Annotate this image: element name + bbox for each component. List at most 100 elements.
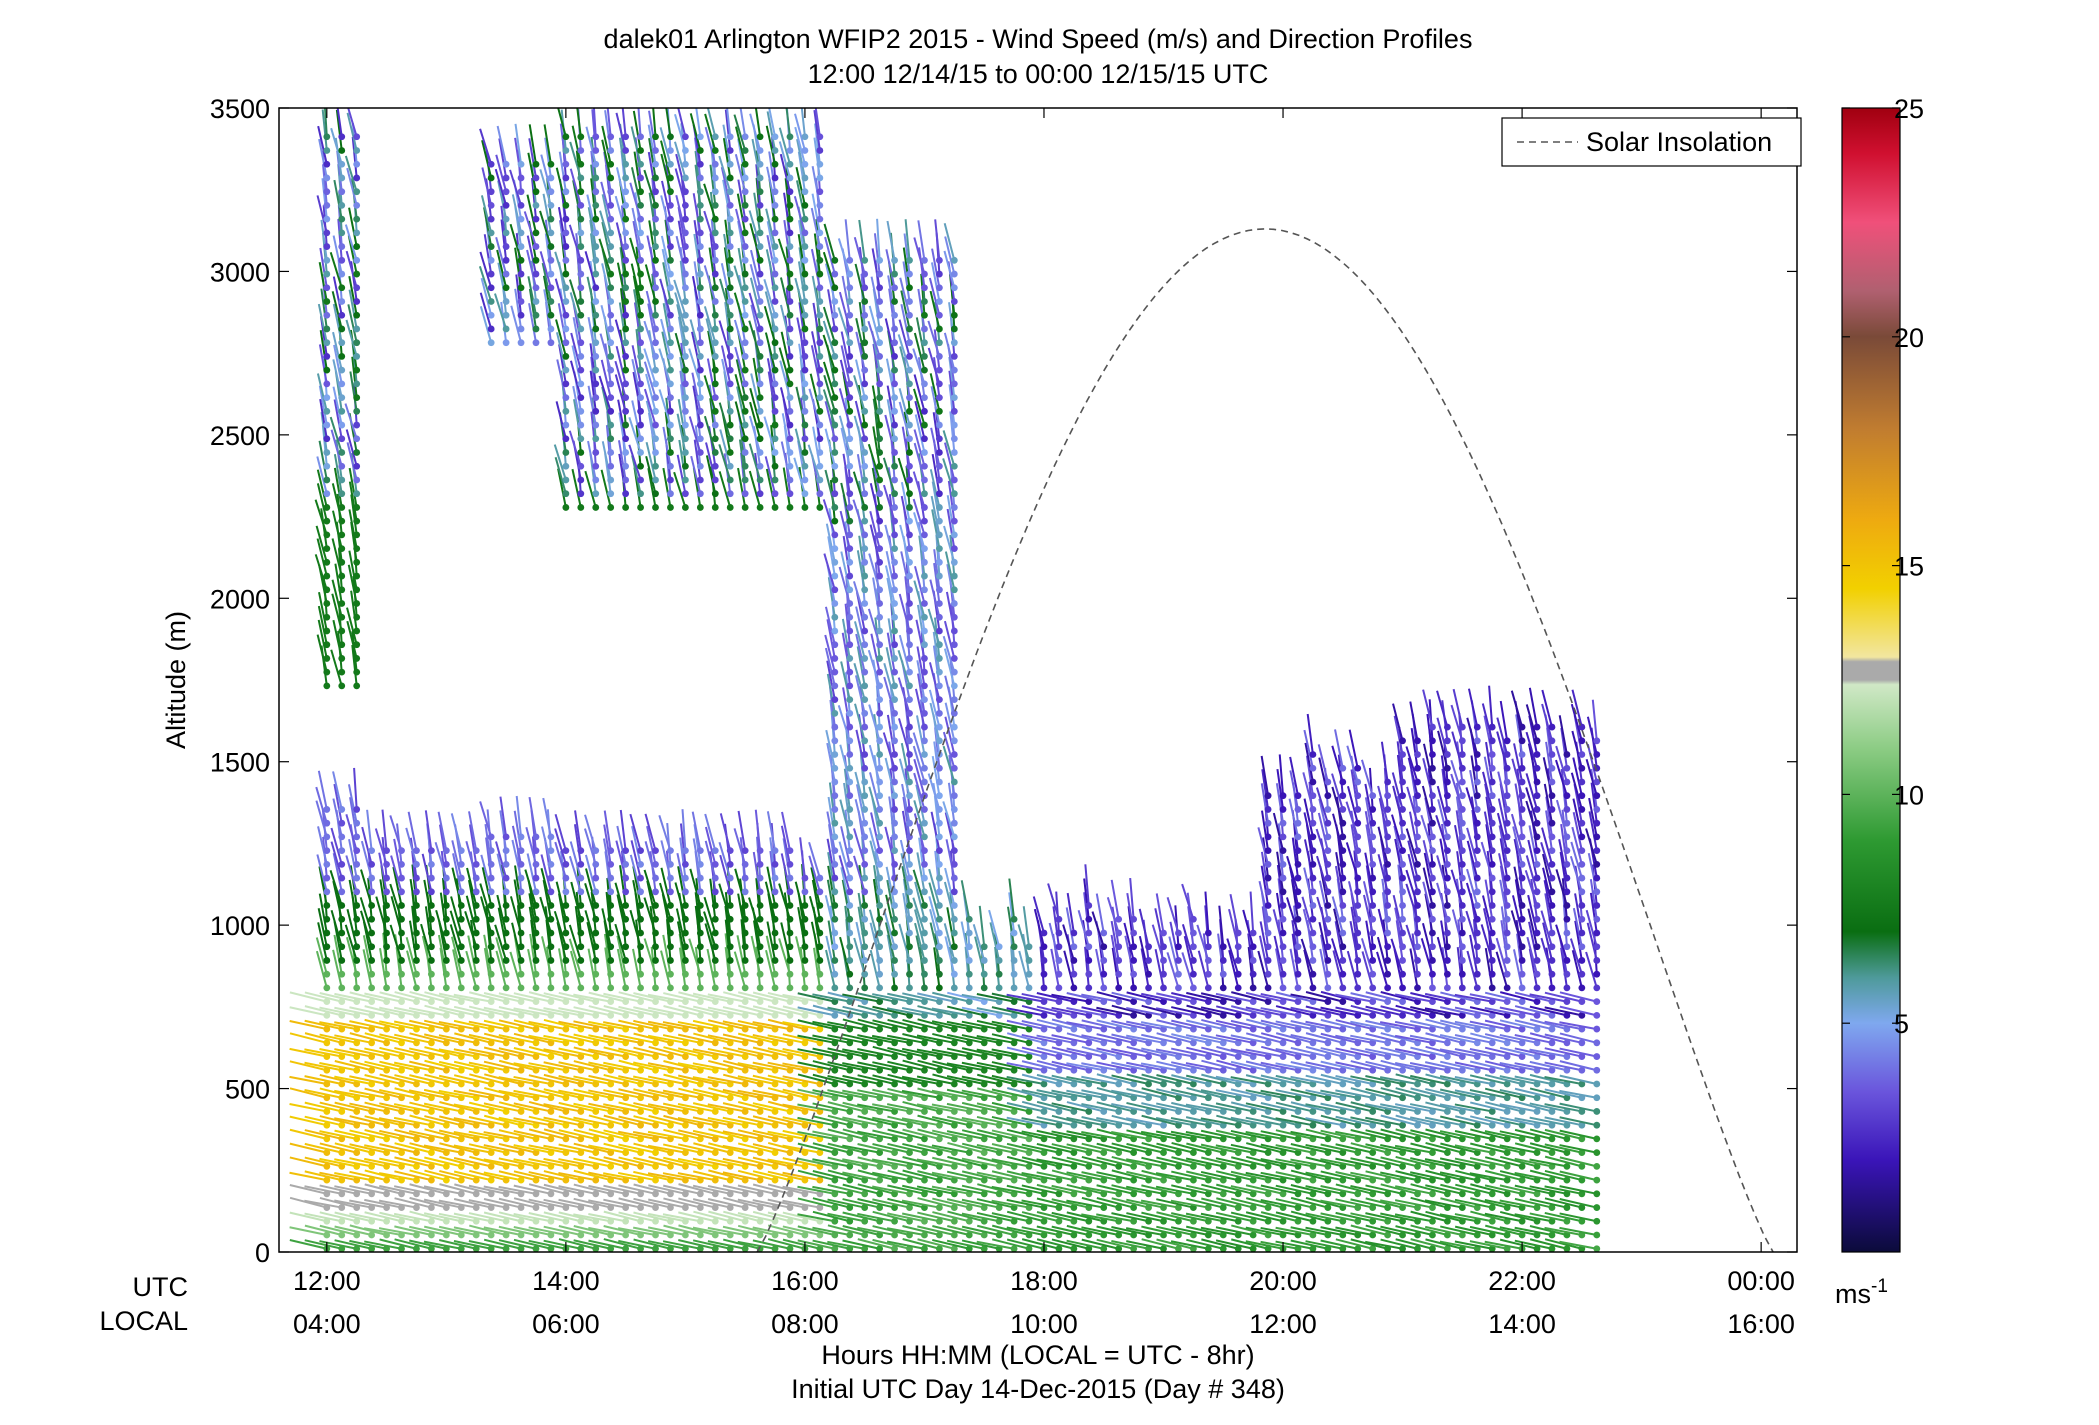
wind-barb-point xyxy=(726,943,734,951)
wind-barb-point xyxy=(726,298,734,305)
wind-barb-point xyxy=(353,600,361,607)
wind-barb-point xyxy=(442,957,450,964)
wind-barb-point xyxy=(696,229,704,237)
wind-barb-point xyxy=(607,188,615,196)
wind-barb-point xyxy=(562,407,570,415)
wind-barb-point xyxy=(756,970,764,978)
wind-barb xyxy=(317,826,331,868)
wind-barb-shaft xyxy=(348,879,358,920)
wind-barb-shaft xyxy=(389,883,403,920)
wind-barb-point xyxy=(622,174,630,182)
wind-barb xyxy=(546,809,555,855)
wind-barb-point xyxy=(517,270,525,278)
wind-barb-shaft xyxy=(394,1033,432,1044)
wind-barb xyxy=(332,853,346,896)
wind-barb-point xyxy=(652,366,659,374)
wind-barb-point xyxy=(756,339,764,347)
wind-barb-point xyxy=(696,970,704,978)
wind-barb-point xyxy=(711,202,719,209)
wind-barb-shaft xyxy=(333,179,343,220)
wind-barb-point xyxy=(353,641,361,649)
wind-barb-point xyxy=(398,1149,405,1157)
wind-barb-point xyxy=(622,984,630,992)
wind-barb-point xyxy=(502,188,510,196)
wind-barb xyxy=(334,992,376,1006)
wind-barb-point xyxy=(771,407,779,415)
wind-barb-point xyxy=(711,243,719,250)
wind-barb-shaft xyxy=(334,1034,372,1044)
wind-barb-point xyxy=(637,366,644,374)
wind-barb xyxy=(318,138,331,182)
wind-barb-point xyxy=(771,888,779,896)
wind-barb-shaft xyxy=(364,1032,402,1044)
wind-barb-point xyxy=(398,957,405,964)
wind-barb-point xyxy=(622,394,630,401)
wind-barb xyxy=(304,1185,346,1198)
wind-barb xyxy=(319,247,331,292)
wind-barb-point xyxy=(741,147,749,154)
wind-barb-point xyxy=(681,380,689,388)
wind-barb-point xyxy=(323,462,331,470)
wind-barb-shaft xyxy=(316,634,328,673)
wind-barb-shaft xyxy=(330,127,343,165)
wind-barb-point xyxy=(592,860,600,868)
wind-barb-point xyxy=(368,1231,376,1239)
wind-barb-shaft xyxy=(304,1101,342,1113)
wind-barb-point xyxy=(771,915,779,923)
wind-barb-point xyxy=(323,256,331,264)
wind-barb xyxy=(407,811,420,855)
wind-barb-point xyxy=(592,325,600,333)
wind-barb-shaft xyxy=(304,1005,342,1017)
wind-barb-point xyxy=(637,298,644,305)
wind-barb-point xyxy=(398,1217,405,1225)
wind-barb-point xyxy=(323,380,331,388)
wind-barb-point xyxy=(667,284,674,292)
wind-barb xyxy=(317,125,331,168)
wind-barb-point xyxy=(338,1217,346,1225)
wind-barb-point xyxy=(637,462,644,470)
wind-barb-point xyxy=(756,435,764,443)
wind-barb xyxy=(393,1116,435,1129)
wind-barb xyxy=(345,319,361,360)
wind-barb-point xyxy=(353,449,361,456)
wind-barb-point xyxy=(741,957,749,964)
wind-barb-point xyxy=(637,188,644,196)
wind-barb-shaft xyxy=(334,1199,372,1209)
wind-barb-point xyxy=(622,256,630,264)
wind-barb-point xyxy=(637,339,644,347)
wind-barb-point xyxy=(368,943,376,951)
wind-barb-point xyxy=(562,421,570,429)
wind-barb xyxy=(736,386,749,429)
wind-barb-point xyxy=(756,298,764,305)
wind-barb-point xyxy=(562,860,570,868)
wind-barb-point xyxy=(577,380,585,388)
wind-barb-point xyxy=(726,984,734,992)
wind-barb-point xyxy=(427,1149,435,1157)
wind-barb-point xyxy=(786,133,794,141)
wind-barb xyxy=(320,411,331,456)
wind-barb-point xyxy=(368,1011,376,1019)
wind-barb-point xyxy=(771,174,779,182)
wind-barb-point xyxy=(517,160,525,168)
wind-barb xyxy=(334,1211,376,1225)
wind-barb-point xyxy=(502,915,510,923)
wind-barb-point xyxy=(667,188,674,196)
wind-barb-point xyxy=(353,655,361,662)
wind-barb-point xyxy=(532,915,540,923)
wind-barb-point xyxy=(338,504,346,511)
wind-barb-point xyxy=(681,284,689,292)
wind-barb-shaft xyxy=(360,869,373,906)
wind-barb-point xyxy=(353,188,361,196)
wind-barb-point xyxy=(592,902,600,909)
wind-barb-point xyxy=(711,325,719,333)
wind-barb-shaft xyxy=(317,619,328,659)
wind-barb-point xyxy=(368,970,376,978)
wind-barb-point xyxy=(607,366,615,374)
wind-barb-shaft xyxy=(361,826,373,865)
wind-barb xyxy=(317,770,331,813)
wind-barb xyxy=(337,205,346,250)
wind-barb-shaft xyxy=(332,798,343,838)
wind-barb-point xyxy=(413,1135,420,1143)
wind-barb-point xyxy=(323,682,331,690)
